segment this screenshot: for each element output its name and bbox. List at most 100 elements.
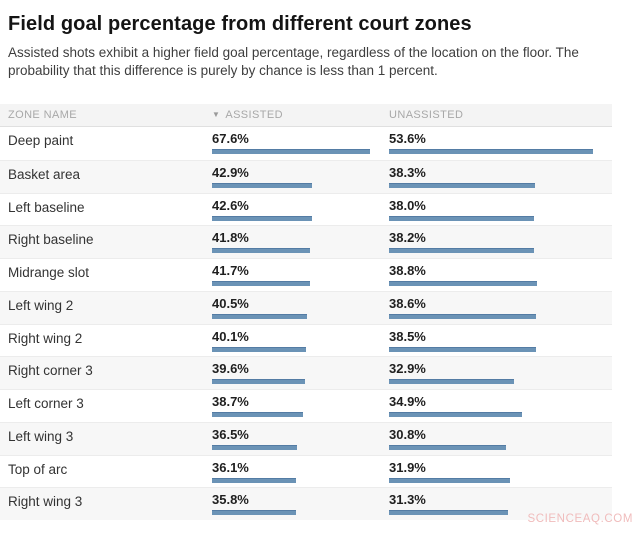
zone-name: Basket area bbox=[8, 166, 81, 182]
assisted-cell: 40.1% bbox=[212, 325, 389, 357]
table-row: Right wing 3 35.8% 31.3% bbox=[0, 487, 612, 520]
assisted-cell: 41.7% bbox=[212, 259, 389, 291]
unassisted-value: 38.5% bbox=[389, 328, 426, 344]
assisted-cell: 35.8% bbox=[212, 488, 389, 520]
unassisted-bar bbox=[389, 412, 522, 417]
table-row: Basket area 42.9% 38.3% bbox=[0, 159, 612, 193]
assisted-cell: 42.9% bbox=[212, 161, 389, 193]
unassisted-bar bbox=[389, 510, 509, 516]
assisted-value: 39.6% bbox=[212, 361, 249, 377]
unassisted-bar bbox=[389, 281, 537, 286]
table-row: Midrange slot 41.7% 38.8% bbox=[0, 258, 612, 291]
assisted-cell: 40.5% bbox=[212, 292, 389, 324]
zone-name: Right wing 2 bbox=[8, 330, 83, 346]
assisted-bar bbox=[212, 444, 298, 450]
assisted-cell: 36.5% bbox=[212, 423, 389, 455]
assisted-bar bbox=[212, 281, 310, 286]
unassisted-cell: 32.9% bbox=[389, 357, 612, 389]
unassisted-value: 38.2% bbox=[389, 230, 426, 246]
table-row: Left corner 3 38.7% 34.9% bbox=[0, 389, 612, 422]
unassisted-cell: 38.8% bbox=[389, 259, 612, 291]
table-header-row: ZONE NAME ▼ ASSISTED UNASSISTED bbox=[0, 104, 612, 127]
unassisted-cell: 38.5% bbox=[389, 325, 612, 357]
zone-name: Left wing 2 bbox=[8, 297, 74, 313]
unassisted-bar bbox=[389, 149, 593, 154]
zone-name: Left wing 3 bbox=[8, 428, 74, 444]
assisted-value: 40.1% bbox=[212, 328, 249, 344]
table-row: Left wing 3 36.5% 30.8% bbox=[0, 421, 612, 455]
unassisted-value: 34.9% bbox=[389, 394, 426, 409]
assisted-value: 42.6% bbox=[212, 197, 249, 213]
assisted-cell: 36.1% bbox=[212, 456, 389, 488]
unassisted-value: 32.9% bbox=[389, 361, 426, 377]
table-row: Right baseline 41.8% 38.2% bbox=[0, 225, 612, 258]
assisted-value: 35.8% bbox=[212, 492, 249, 508]
assisted-value: 36.1% bbox=[212, 459, 249, 475]
zone-name: Midrange slot bbox=[8, 265, 90, 280]
unassisted-bar bbox=[389, 215, 534, 221]
unassisted-cell: 31.3% bbox=[389, 488, 612, 520]
table-row: Deep paint 67.6% 53.6% bbox=[0, 127, 612, 160]
unassisted-bar bbox=[389, 379, 515, 385]
assisted-bar bbox=[212, 477, 297, 483]
fg-percentage-table: ZONE NAME ▼ ASSISTED UNASSISTED Deep pain… bbox=[0, 104, 612, 520]
assisted-cell: 41.8% bbox=[212, 226, 389, 258]
assisted-cell: 39.6% bbox=[212, 357, 389, 389]
assisted-bar bbox=[212, 379, 305, 385]
column-header-assisted[interactable]: ▼ ASSISTED bbox=[212, 109, 389, 121]
unassisted-value: 30.8% bbox=[389, 426, 426, 442]
unassisted-bar bbox=[389, 477, 511, 483]
unassisted-value: 38.0% bbox=[389, 197, 426, 213]
zone-name: Right baseline bbox=[8, 232, 94, 248]
assisted-value: 38.7% bbox=[212, 394, 249, 409]
assisted-cell: 38.7% bbox=[212, 390, 389, 422]
assisted-cell: 42.6% bbox=[212, 194, 389, 226]
unassisted-bar bbox=[389, 444, 507, 450]
table-body: Deep paint 67.6% 53.6% Basket area 42.9% 38.3… bbox=[0, 127, 612, 520]
unassisted-cell: 38.2% bbox=[389, 226, 612, 258]
table-row: Left wing 2 40.5% 38.6% bbox=[0, 290, 612, 324]
zone-name: Right corner 3 bbox=[8, 363, 93, 379]
unassisted-value: 31.9% bbox=[389, 459, 426, 475]
assisted-bar bbox=[212, 149, 370, 154]
watermark: SCIENCEAQ.COM bbox=[527, 513, 633, 525]
table-row: Left baseline 42.6% 38.0% bbox=[0, 192, 612, 226]
unassisted-bar bbox=[389, 248, 535, 254]
unassisted-value: 38.6% bbox=[389, 295, 426, 311]
zone-name: Right wing 3 bbox=[8, 494, 83, 510]
unassisted-bar bbox=[389, 346, 536, 352]
assisted-bar bbox=[212, 510, 296, 516]
unassisted-bar bbox=[389, 182, 535, 188]
zone-name: Top of arc bbox=[8, 461, 68, 477]
assisted-value: 40.5% bbox=[212, 295, 249, 311]
column-header-zone-label: ZONE NAME bbox=[8, 109, 77, 121]
table-row: Right corner 3 39.6% 32.9% bbox=[0, 356, 612, 389]
column-header-zone-name[interactable]: ZONE NAME bbox=[8, 109, 212, 121]
assisted-value: 41.7% bbox=[212, 263, 249, 278]
unassisted-value: 38.3% bbox=[389, 164, 426, 180]
unassisted-cell: 31.9% bbox=[389, 456, 612, 488]
zone-name: Left baseline bbox=[8, 199, 85, 215]
sort-descending-icon: ▼ bbox=[212, 110, 221, 119]
zone-name: Deep paint bbox=[8, 133, 74, 148]
assisted-bar bbox=[212, 215, 312, 221]
table-row: Top of arc 36.1% 31.9% bbox=[0, 454, 612, 488]
zone-name: Left corner 3 bbox=[8, 396, 84, 411]
assisted-cell: 67.6% bbox=[212, 127, 389, 160]
assisted-bar bbox=[212, 313, 307, 319]
page-subtitle: Assisted shots exhibit a higher field go… bbox=[8, 45, 579, 78]
assisted-value: 67.6% bbox=[212, 131, 249, 146]
column-header-unassisted[interactable]: UNASSISTED bbox=[389, 109, 612, 121]
unassisted-cell: 53.6% bbox=[389, 127, 612, 160]
column-header-assisted-label: ASSISTED bbox=[225, 109, 283, 121]
column-header-unassisted-label: UNASSISTED bbox=[389, 109, 464, 121]
unassisted-cell: 38.0% bbox=[389, 194, 612, 226]
unassisted-cell: 38.6% bbox=[389, 292, 612, 324]
assisted-bar bbox=[212, 412, 303, 417]
assisted-value: 42.9% bbox=[212, 164, 249, 180]
unassisted-cell: 34.9% bbox=[389, 390, 612, 422]
unassisted-value: 38.8% bbox=[389, 263, 426, 278]
assisted-value: 41.8% bbox=[212, 230, 249, 246]
page-title: Field goal percentage from different cou… bbox=[8, 13, 472, 35]
unassisted-cell: 30.8% bbox=[389, 423, 612, 455]
